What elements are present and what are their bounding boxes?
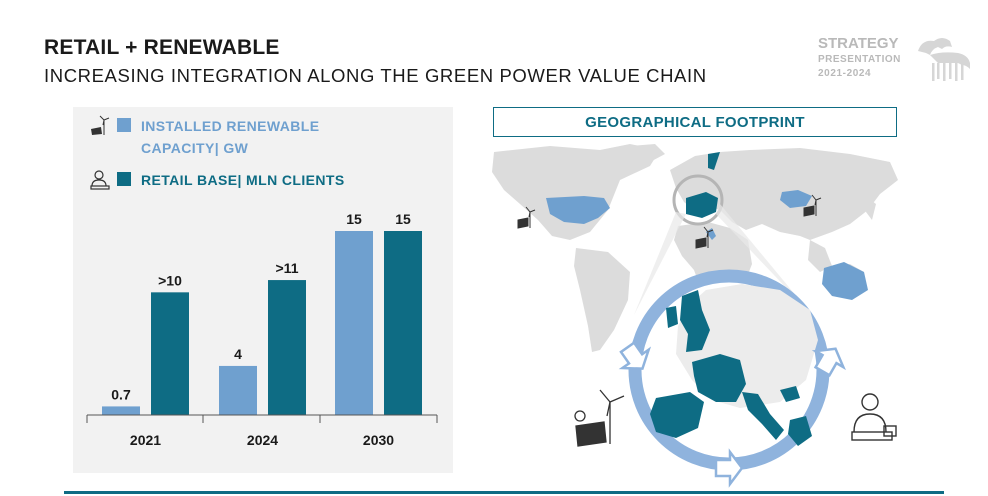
legend-label-capacity-line1: INSTALLED RENEWABLE [141,118,320,134]
wind-solar-icon [91,115,110,135]
zoom-source-circle [672,174,724,226]
legend-item-capacity: INSTALLED RENEWABLE CAPACITY| GW [89,115,319,159]
iberia-region [650,392,704,438]
bar-retail-2021 [151,292,189,415]
data-label-capacity-2024: 4 [234,346,242,362]
page-subtitle: INCREASING INTEGRATION ALONG THE GREEN P… [44,65,707,86]
cycle-arrow-right-icon [811,347,846,377]
cycle-arrow-bottom-icon [714,448,744,488]
zoom-beam-left [634,212,686,315]
x-tick-label-2021: 2021 [130,432,161,448]
strategy-line2: PRESENTATION [818,54,901,65]
uk-region [680,290,710,352]
data-label-retail-2030: 15 [395,211,411,227]
legend-swatch-retail [117,172,131,186]
algeria-region [706,228,716,240]
bar-retail-2030 [384,231,422,415]
slovenia-region [780,386,800,402]
highlighted-countries [546,152,868,300]
six-legged-dog-logo-icon [918,38,970,81]
client-person-icon [90,170,110,190]
europe-region-small [686,192,718,218]
client-person-icon [851,393,897,441]
italy-region [742,392,784,440]
bar-retail-2024 [268,280,306,415]
bar-chart: 0.7 >10 2021 4 >11 2024 15 15 2030 [86,211,438,448]
data-label-retail-2021: >10 [158,272,182,288]
australia-region [822,262,868,300]
legend-swatch-capacity [117,118,131,132]
france-region [692,354,746,402]
legend-label-capacity-line2: CAPACITY| GW [141,140,249,156]
bar-capacity-2024 [219,365,257,415]
strategy-badge: STRATEGY PRESENTATION 2021-2024 [818,36,910,79]
bottom-rule [64,491,944,494]
wind-solar-icon [517,206,536,229]
ireland-region [666,306,678,328]
x-tick-label-2024: 2024 [247,432,278,448]
data-label-retail-2024: >11 [276,260,299,276]
world-footprint-map [492,144,898,488]
wind-solar-icon [803,194,822,217]
data-label-capacity-2030: 15 [346,211,362,227]
strategy-line1: STRATEGY [818,35,899,52]
usa-region [546,196,610,224]
greece-region [788,416,812,446]
wind-solar-icon [695,226,714,249]
kazakhstan-region [780,190,812,208]
europe-zoom-countries [650,290,812,446]
zoom-beam-right [716,204,812,315]
page-title: RETAIL + RENEWABLE [44,36,280,59]
wind-solar-icon [574,389,625,447]
bar-capacity-2021 [102,406,140,415]
legend-item-retail: RETAIL BASE| MLN CLIENTS [89,169,345,191]
cycle-arrow-left-icon [618,341,652,370]
data-label-capacity-2021: 0.7 [111,386,131,402]
chart-panel: INSTALLED RENEWABLE CAPACITY| GW RETAIL … [73,107,453,473]
norway-region [708,152,720,170]
x-tick-label-2030: 2030 [363,432,394,448]
legend-label-retail: RETAIL BASE| MLN CLIENTS [141,172,345,188]
legend-label-capacity: INSTALLED RENEWABLE CAPACITY| GW [141,115,319,159]
strategy-line3: 2021-2024 [818,68,872,79]
geo-footprint-title: GEOGRAPHICAL FOOTPRINT [493,107,897,137]
bar-capacity-2030 [335,231,373,415]
